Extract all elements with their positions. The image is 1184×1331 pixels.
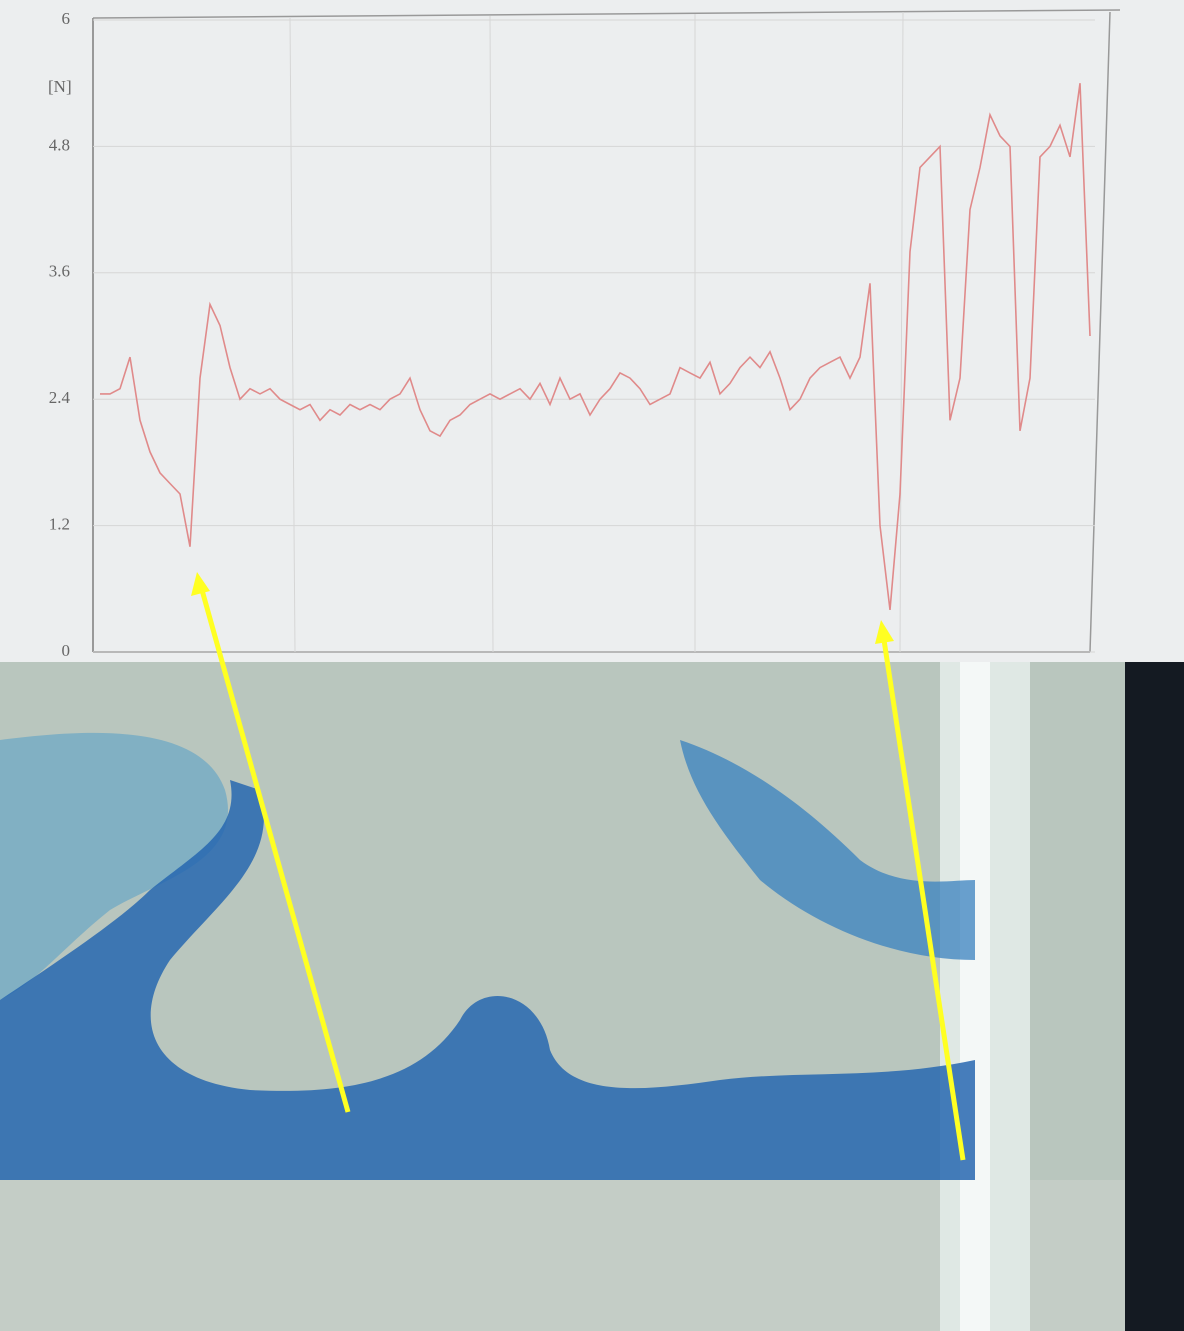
y-tick-label: 3.6 bbox=[49, 262, 70, 281]
y-tick-label: 4.8 bbox=[49, 135, 70, 154]
y-tick-label: 0 bbox=[62, 641, 71, 660]
dark-edge bbox=[1125, 662, 1184, 1331]
photo bbox=[0, 572, 1184, 1331]
bright-edge bbox=[960, 662, 990, 1331]
chart-background bbox=[0, 0, 1184, 662]
figure: [N] 0 1.2 2.4 3.6 4.8 6 bbox=[0, 0, 1184, 1331]
y-tick-label: 6 bbox=[62, 9, 71, 28]
page: {"chart_data": {"type": "line", "unit_la… bbox=[0, 0, 1184, 1331]
y-tick-label: 1.2 bbox=[49, 515, 70, 534]
y-tick-label: 2.4 bbox=[49, 388, 71, 407]
unit-label: [N] bbox=[48, 77, 72, 96]
